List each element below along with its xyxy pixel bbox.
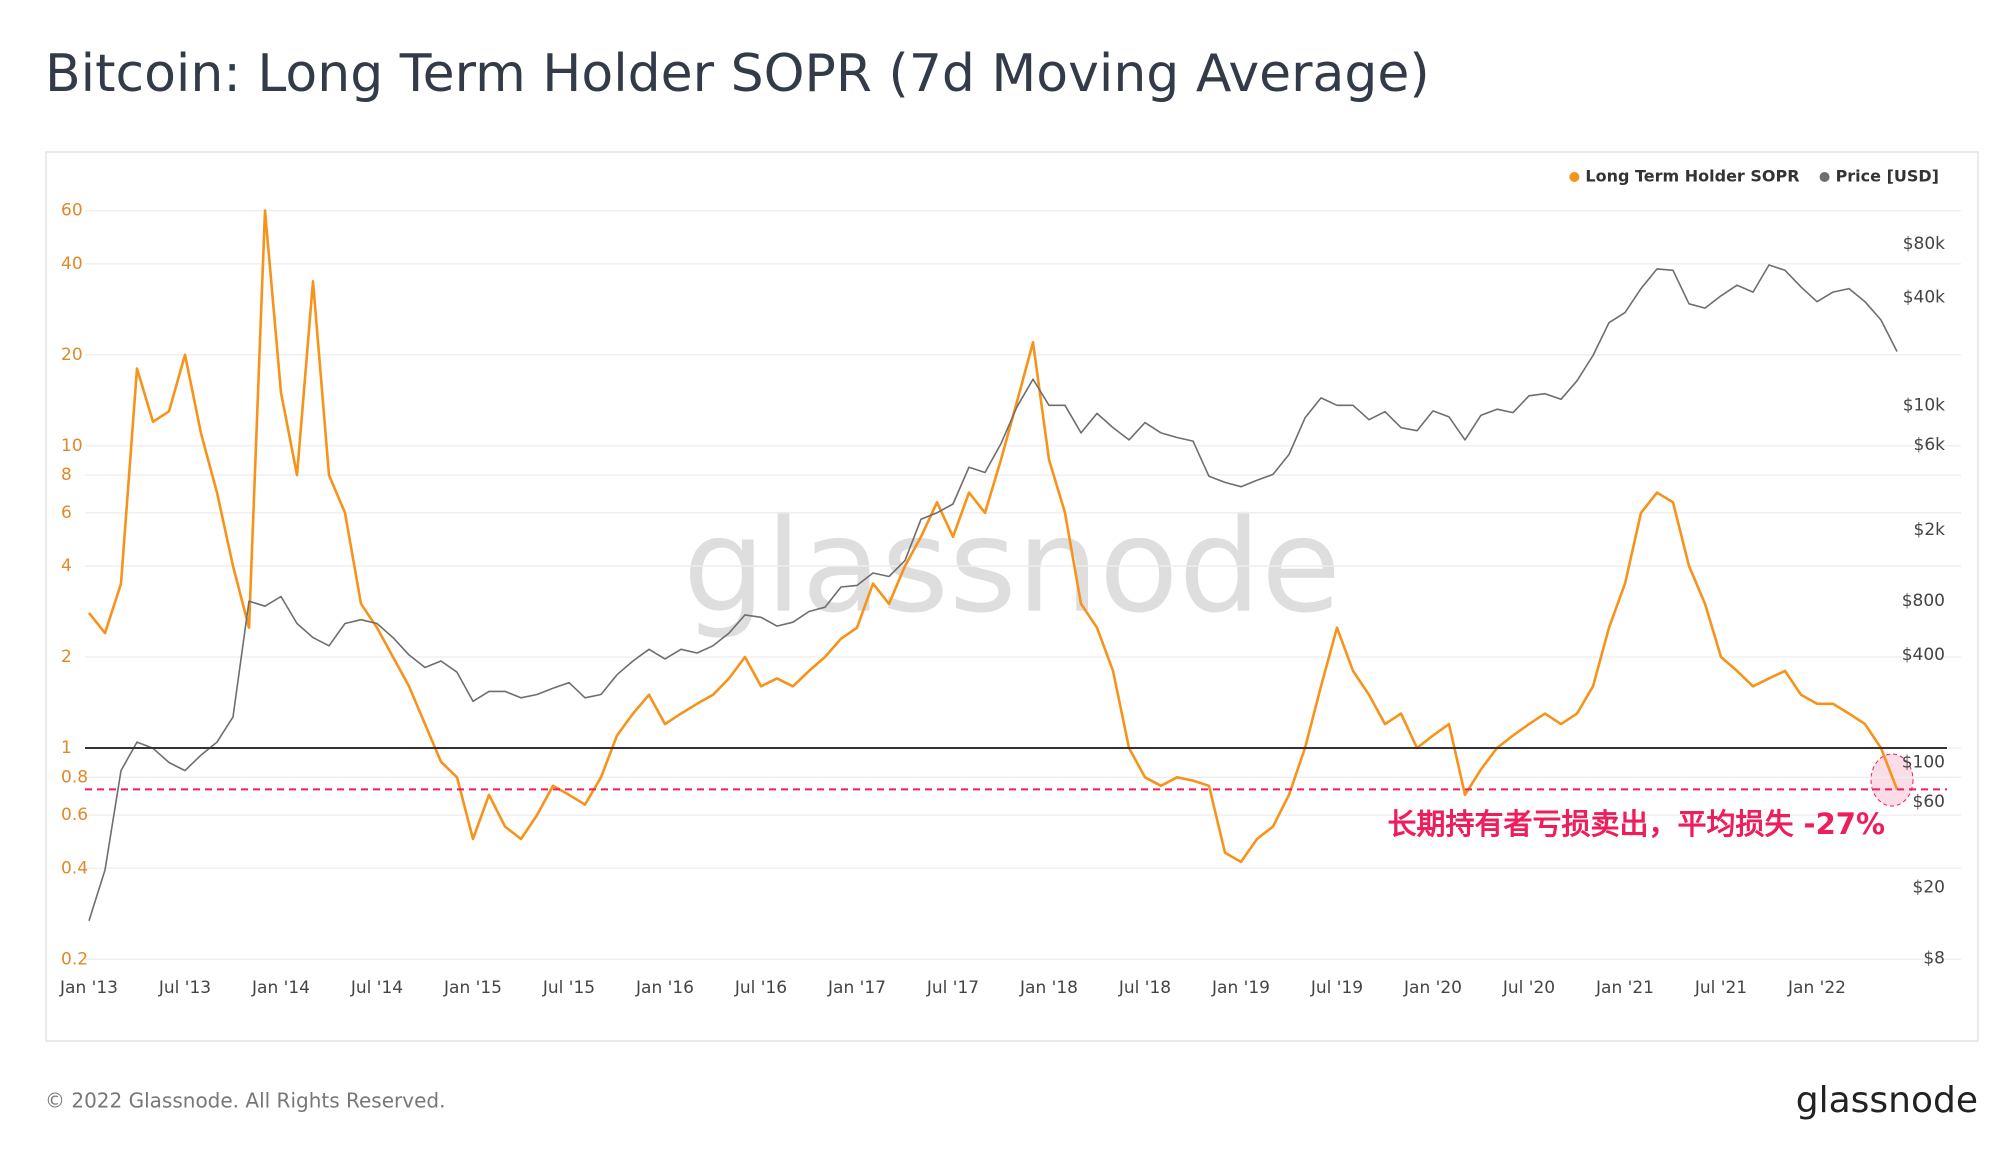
y2-tick-label: $80k [1903, 234, 1945, 254]
x-tick-label: Jul '13 [158, 978, 211, 998]
footer: © 2022 Glassnode. All Rights Reserved. [45, 1089, 445, 1113]
y2-tick-label: $10k [1903, 395, 1945, 415]
x-tick-label: Jan '15 [443, 978, 502, 998]
y2-tick-label: $800 [1902, 591, 1945, 611]
y-tick-label: 4 [61, 556, 72, 576]
x-tick-label: Jul '15 [542, 978, 595, 998]
brand-logo: glassnode [1796, 1080, 1978, 1121]
annotation: 长期持有者亏损卖出，平均损失 -27% [1387, 807, 1885, 841]
y-tick-label: 0.4 [61, 858, 88, 878]
series-line [87, 209, 1899, 864]
x-tick-label: Jan '20 [1403, 978, 1462, 998]
y2-tick-label: $60 [1913, 792, 1945, 812]
chart-frame [45, 151, 1979, 1042]
highlight [1870, 753, 1914, 807]
y2-tick-label: $40k [1903, 288, 1945, 308]
y2-tick-label: $2k [1914, 520, 1946, 540]
y2-tick-label: $8 [1923, 948, 1945, 968]
x-tick-label: Jan '17 [827, 978, 886, 998]
y-tick-label: 6 [61, 503, 72, 523]
y-tick-label: 1 [61, 738, 72, 758]
plot: 0.2 0.4 0.6 0.8 1 2 4 6 8 10 20 40 60 $8 $20 $60 $100 $40… [59, 167, 1961, 998]
x-tick-label: Jul '17 [926, 978, 979, 998]
x-tick-label: Jan '13 [59, 978, 118, 998]
y2-tick-label: $6k [1914, 435, 1946, 455]
y-tick-label: 20 [61, 345, 83, 365]
y-tick-label: 10 [61, 436, 83, 456]
series-line [88, 264, 1898, 921]
legend-label: Price [USD] [1836, 167, 1939, 186]
legend-label: Long Term Holder SOPR [1585, 167, 1799, 186]
y-tick-label: 2 [61, 647, 72, 667]
x-tick-label: Jul '20 [1502, 978, 1555, 998]
y-tick-label: 8 [61, 465, 72, 485]
x-tick-label: Jul '21 [1694, 978, 1747, 998]
x-tick-label: Jan '14 [251, 978, 310, 998]
y-tick-label: 40 [61, 254, 83, 274]
legend-swatch [1819, 172, 1830, 182]
x-tick-label: Jan '21 [1595, 978, 1654, 998]
x-tick-label: Jul '16 [734, 978, 787, 998]
y2-tick-label: $100 [1902, 752, 1945, 772]
x-tick-label: Jul '14 [350, 978, 403, 998]
y-tick-label: 0.6 [61, 805, 88, 825]
x-tick-label: Jan '16 [635, 978, 694, 998]
chart-title: Bitcoin: Long Term Holder SOPR (7d Movin… [45, 44, 1430, 104]
y-tick-label: 0.8 [61, 767, 88, 787]
y-tick-label: 0.2 [61, 949, 88, 969]
x-tick-label: Jan '22 [1787, 978, 1846, 998]
x-tick-label: Jan '18 [1019, 978, 1078, 998]
x-tick-label: Jul '18 [1118, 978, 1171, 998]
x-tick-label: Jul '19 [1310, 978, 1363, 998]
y2-tick-label: $20 [1913, 877, 1945, 897]
y-tick-label: 60 [61, 201, 83, 221]
y2-tick-label: $400 [1902, 645, 1945, 665]
legend-swatch [1569, 172, 1580, 182]
x-tick-label: Jan '19 [1211, 978, 1270, 998]
